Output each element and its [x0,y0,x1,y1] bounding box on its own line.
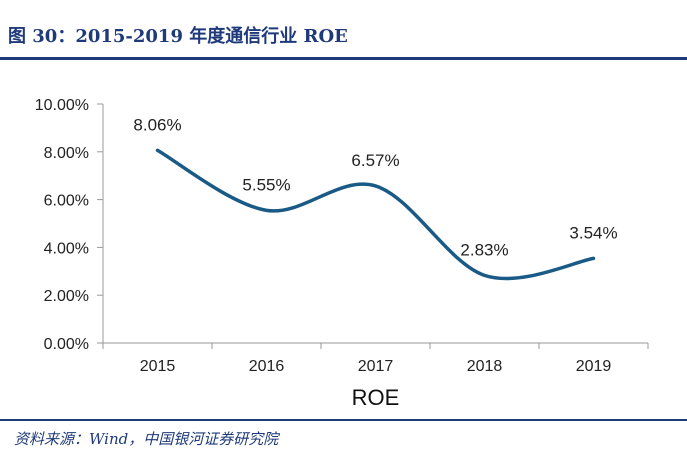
title-underline [0,57,687,60]
figure-title: 图 30：2015-2019 年度通信行业 ROE [8,26,348,47]
y-tick-label: 6.00% [44,193,89,210]
x-tick-label: 2017 [358,358,394,375]
series-line-roe [155,148,596,281]
x-tick-label: 2019 [576,358,612,375]
y-tick-label: 4.00% [44,240,89,257]
x-tick-label: 2018 [467,358,503,375]
y-tick-label: 8.00% [44,145,89,162]
y-tick-labels: 0.00% 2.00% 4.00% 6.00% 8.00% 10.00% [35,97,89,353]
y-tick-label: 10.00% [35,97,89,114]
data-label: 6.57% [351,151,399,170]
source-note: 资料来源：Wind，中国银河证券研究院 [14,430,279,448]
data-labels: 8.06% 5.55% 6.57% 2.83% 3.54% [133,115,617,259]
x-tick-labels: 2015 2016 2017 2018 2019 [140,358,612,375]
data-label: 8.06% [133,115,181,134]
data-label: 3.54% [569,223,617,242]
x-tick-label: 2016 [249,358,285,375]
data-label: 2.83% [460,240,508,259]
x-axis-label: ROE [352,385,400,410]
x-tick-label: 2015 [140,358,176,375]
data-label: 5.55% [242,175,290,194]
y-tick-label: 0.00% [44,336,89,353]
y-tick-label: 2.00% [44,288,89,305]
chart-axes [97,103,649,349]
source-rule [0,419,687,421]
